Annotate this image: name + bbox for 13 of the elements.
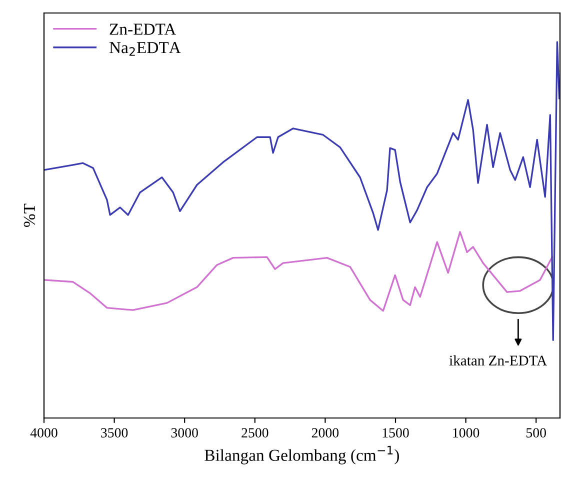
legend-label: Na$_{2}$EDTA	[109, 42, 181, 56]
x-tick-label: 2500	[242, 428, 268, 438]
x-tick-label: 500	[526, 428, 546, 438]
x-axis-title: Bilangan Gelombang (cm$^{−1}$)	[204, 446, 399, 464]
x-tick-label: 1000	[453, 428, 480, 438]
x-tick-label: 1500	[382, 428, 409, 438]
y-axis-title: %T	[24, 204, 36, 227]
x-tick-label: 3000	[171, 428, 198, 438]
legend-label: Zn-EDTA	[110, 24, 176, 35]
annotation: ikatan Zn-EDTA	[449, 355, 547, 366]
x-tick-label: 3500	[101, 428, 128, 438]
x-tick-label: 4000	[30, 428, 58, 438]
x-tick-label: 2000	[312, 428, 339, 438]
